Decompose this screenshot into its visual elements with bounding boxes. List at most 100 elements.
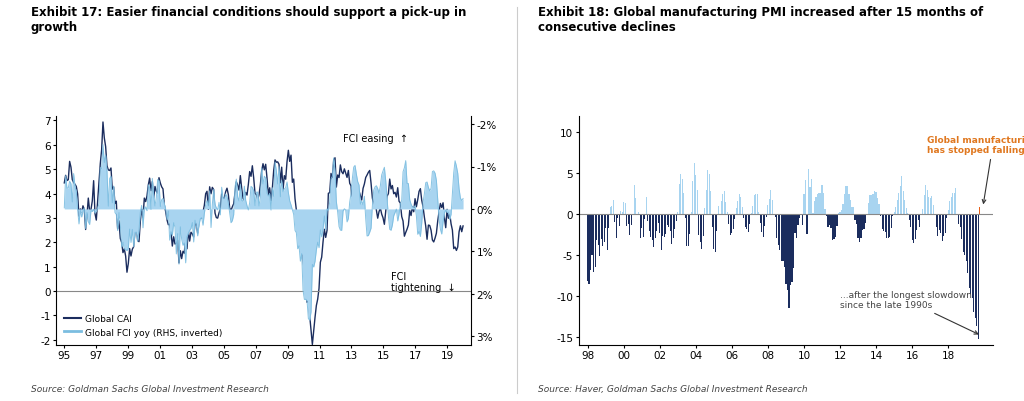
- Bar: [788, 214, 790, 308]
- Bar: [664, 214, 665, 238]
- Bar: [905, 208, 906, 214]
- Bar: [820, 193, 821, 214]
- Bar: [811, 179, 812, 214]
- Bar: [792, 214, 793, 283]
- Bar: [786, 214, 788, 290]
- Bar: [611, 206, 612, 214]
- Bar: [609, 207, 610, 214]
- Bar: [688, 214, 689, 246]
- Bar: [802, 214, 803, 225]
- Bar: [592, 214, 593, 255]
- Bar: [673, 214, 674, 238]
- Bar: [650, 214, 651, 237]
- Bar: [716, 214, 718, 231]
- Bar: [962, 214, 963, 239]
- Bar: [914, 214, 915, 239]
- Text: Exhibit 18: Global manufacturing PMI increased after 15 months of
consecutive de: Exhibit 18: Global manufacturing PMI inc…: [538, 6, 983, 34]
- Bar: [602, 214, 603, 247]
- Bar: [606, 214, 607, 251]
- Bar: [696, 191, 697, 214]
- Bar: [718, 207, 719, 214]
- Bar: [783, 214, 785, 267]
- Bar: [972, 214, 973, 299]
- Bar: [904, 200, 905, 214]
- Bar: [883, 214, 884, 231]
- Bar: [643, 214, 644, 237]
- Text: Exhibit 17: Easier financial conditions should support a pick-up in
growth: Exhibit 17: Easier financial conditions …: [31, 6, 466, 34]
- Bar: [738, 195, 740, 214]
- Bar: [666, 214, 667, 234]
- Bar: [897, 200, 898, 214]
- Bar: [930, 198, 931, 214]
- Bar: [637, 214, 638, 215]
- Bar: [831, 214, 834, 240]
- Bar: [759, 213, 760, 214]
- Bar: [949, 201, 950, 214]
- Bar: [682, 180, 683, 214]
- Bar: [640, 214, 641, 239]
- Bar: [853, 208, 854, 214]
- Bar: [815, 197, 816, 214]
- Bar: [879, 204, 880, 214]
- Bar: [782, 214, 783, 261]
- Bar: [894, 213, 895, 214]
- Bar: [834, 214, 835, 239]
- Bar: [844, 194, 845, 214]
- Bar: [856, 214, 857, 225]
- Bar: [868, 204, 869, 214]
- Bar: [966, 214, 967, 261]
- Bar: [667, 214, 668, 225]
- Bar: [889, 214, 890, 237]
- Bar: [653, 214, 654, 247]
- Bar: [976, 214, 977, 326]
- Bar: [766, 214, 767, 217]
- Bar: [863, 214, 864, 230]
- Bar: [635, 198, 636, 214]
- Bar: [590, 214, 591, 270]
- Bar: [741, 208, 743, 214]
- Bar: [699, 214, 700, 243]
- Bar: [913, 214, 914, 243]
- Bar: [769, 200, 770, 214]
- Bar: [827, 214, 828, 227]
- Bar: [654, 214, 655, 239]
- Bar: [838, 213, 839, 214]
- Bar: [874, 192, 876, 214]
- Bar: [603, 214, 605, 242]
- Bar: [648, 214, 650, 231]
- Bar: [608, 214, 609, 228]
- Bar: [876, 192, 877, 214]
- Bar: [886, 214, 887, 238]
- Bar: [776, 214, 777, 239]
- Bar: [728, 214, 729, 224]
- Bar: [721, 201, 722, 214]
- Bar: [761, 214, 763, 233]
- Bar: [612, 200, 613, 214]
- Bar: [969, 214, 970, 288]
- Bar: [965, 214, 966, 256]
- Bar: [693, 164, 695, 214]
- Bar: [660, 214, 662, 250]
- Bar: [781, 214, 782, 261]
- Text: Source: Goldman Sachs Global Investment Research: Source: Goldman Sachs Global Investment …: [31, 384, 268, 393]
- Bar: [632, 214, 633, 215]
- Bar: [808, 169, 809, 214]
- Bar: [605, 214, 606, 229]
- Bar: [760, 214, 761, 223]
- Bar: [647, 214, 648, 222]
- Bar: [706, 191, 707, 214]
- Bar: [817, 194, 818, 214]
- Bar: [799, 214, 800, 219]
- Bar: [638, 212, 639, 214]
- Bar: [880, 214, 882, 217]
- Bar: [690, 212, 692, 214]
- Bar: [615, 214, 616, 238]
- Bar: [821, 185, 822, 214]
- Bar: [680, 174, 681, 214]
- Bar: [916, 214, 918, 231]
- Bar: [724, 192, 725, 214]
- Bar: [651, 214, 652, 241]
- Bar: [857, 214, 859, 238]
- Bar: [676, 214, 677, 221]
- Bar: [593, 214, 594, 272]
